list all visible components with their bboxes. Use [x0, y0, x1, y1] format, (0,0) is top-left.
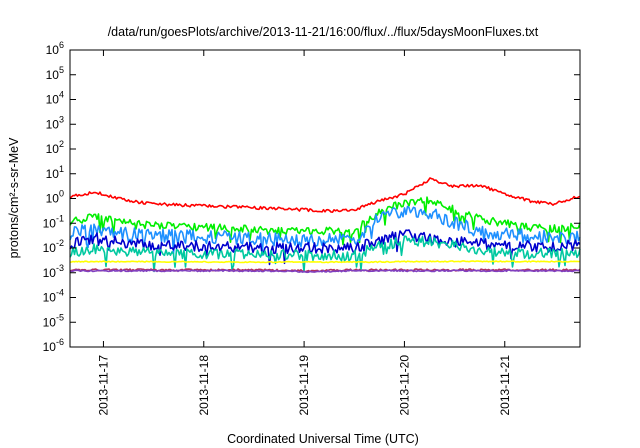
series-line: [69, 205, 581, 257]
series-line: [69, 269, 581, 274]
y-tick-label: 103: [46, 114, 64, 131]
y-axis: 10-6 10-5 10-4 10-3 10-2 10-1 100 101 102 103 104 1…: [43, 40, 580, 354]
series-layer: [69, 177, 581, 274]
x-tick-label: 2013-11-20: [397, 355, 411, 416]
series-line: [69, 229, 581, 266]
x-tick-label: 2013-11-21: [498, 355, 512, 416]
y-tick-label: 106: [46, 40, 64, 57]
y-tick-label: 10-4: [43, 288, 64, 305]
x-tick-label: 2013-11-18: [197, 355, 211, 416]
chart-title: /data/run/goesPlots/archive/2013-11-21/1…: [108, 25, 539, 39]
y-tick-label: 10-5: [43, 312, 64, 329]
y-tick-label: 10-1: [43, 213, 64, 230]
y-axis-title: protons/cm²-s-sr-MeV: [7, 137, 21, 259]
y-tick-label: 101: [46, 164, 64, 181]
x-tick-label: 2013-11-17: [96, 355, 110, 416]
series-line: [69, 177, 581, 213]
x-axis: 2013-11-17 2013-11-18 2013-11-19 2013-11-20…: [96, 50, 512, 416]
y-tick-label: 100: [46, 189, 64, 206]
y-tick-label: 102: [46, 139, 64, 156]
x-tick-label: 2013-11-19: [297, 355, 311, 416]
plot-frame: [69, 49, 581, 348]
y-tick-label: 10-2: [43, 238, 64, 255]
x-axis-title: Coordinated Universal Time (UTC): [227, 432, 419, 446]
series-line: [69, 260, 581, 264]
y-tick-label: 10-6: [43, 337, 64, 354]
y-tick-label: 10-3: [43, 263, 64, 280]
series-line: [69, 196, 581, 246]
y-tick-label: 104: [46, 90, 64, 107]
y-tick-label: 105: [46, 65, 64, 82]
